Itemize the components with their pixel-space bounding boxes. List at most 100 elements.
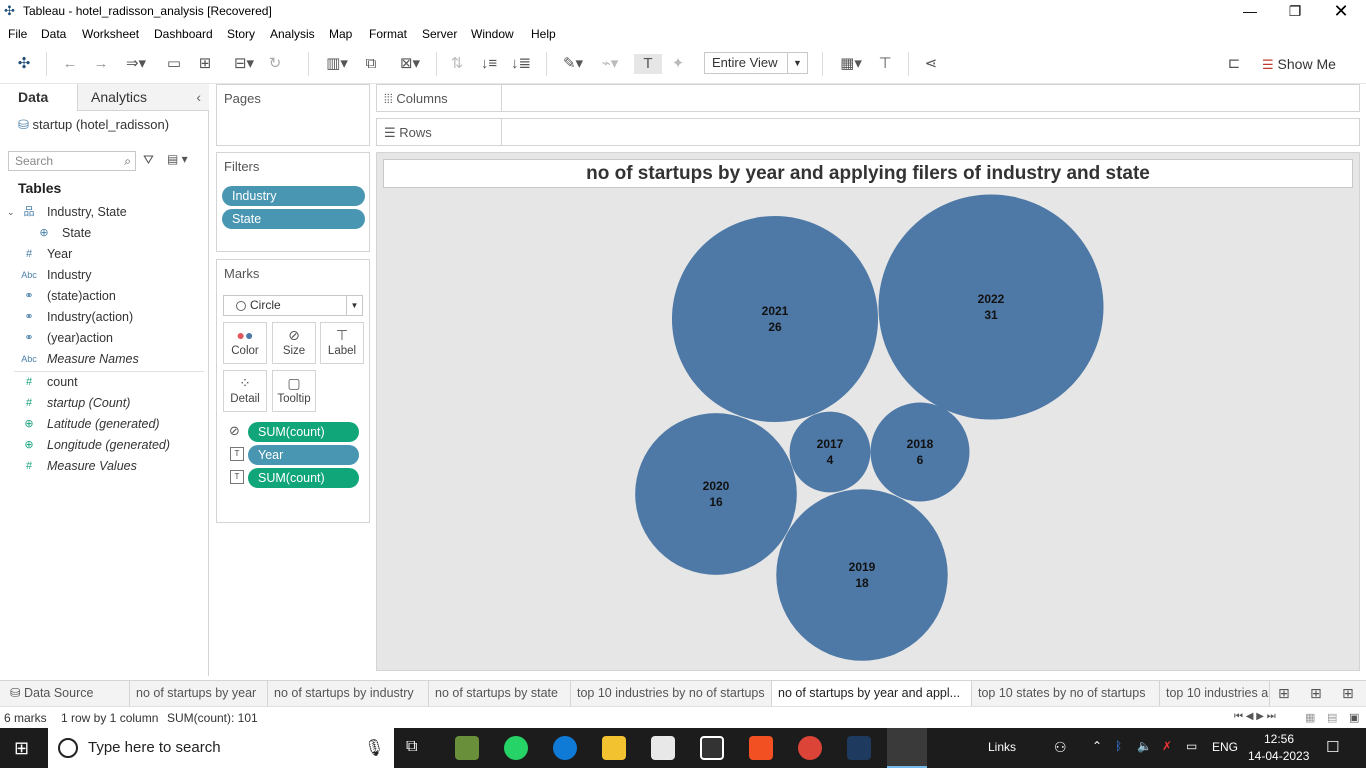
store-icon[interactable] [749, 736, 773, 760]
field-search-input[interactable]: Search ⌕ [8, 151, 136, 171]
marks-pill-sum-count-label[interactable]: SUM(count) [248, 468, 359, 488]
bubble-mark[interactable] [635, 413, 797, 575]
menu-data[interactable]: Data [41, 27, 67, 41]
menu-map[interactable]: Map [329, 27, 353, 41]
field-state-action[interactable]: ⚭ (state)action [0, 286, 205, 306]
clear-sheet-icon[interactable]: ⊠▾ [399, 55, 421, 72]
new-story-tab-icon[interactable]: ⊞ [1342, 685, 1354, 701]
bubble-2020[interactable]: 2020 16 [635, 413, 797, 575]
datasource-item[interactable]: ⛁ startup (hotel_radisson) [18, 117, 169, 133]
battery-icon[interactable]: ▭ [1186, 739, 1198, 753]
show-me-button[interactable]: ☰ Show Me [1262, 56, 1336, 72]
volume-icon[interactable]: 🔈 [1137, 739, 1152, 753]
sheet-tab[interactable]: no of startups by state [429, 681, 571, 706]
redo-icon[interactable]: → [93, 55, 109, 72]
notifications-icon[interactable]: ☐ [1326, 739, 1340, 756]
people-icon[interactable]: ⚇ [1054, 739, 1067, 755]
vpn-app-icon[interactable] [700, 736, 724, 760]
presentation-icon[interactable]: ⊤ [878, 55, 892, 72]
network-icon[interactable]: ✗ [1162, 739, 1173, 753]
tab-analytics[interactable]: Analytics ‹ [77, 84, 209, 111]
tabs-view-icon[interactable]: ▣ [1349, 712, 1360, 724]
menu-help[interactable]: Help [531, 27, 556, 41]
taskbar-search-input[interactable]: Type here to search 🎙 [48, 728, 394, 768]
menu-worksheet[interactable]: Worksheet [82, 27, 140, 41]
pause-updates-icon[interactable]: ⊟▾ [233, 55, 255, 72]
chevron-up-icon[interactable]: ⌃ [1092, 739, 1103, 753]
field-latitude[interactable]: ⊕ Latitude (generated) [0, 414, 205, 434]
close-button[interactable]: ✕ [1333, 1, 1349, 21]
bubble-2019[interactable]: 2019 18 [776, 489, 948, 661]
clock-time[interactable]: 12:56 [1264, 732, 1295, 746]
fit-dropdown[interactable]: Entire View ▼ [704, 52, 808, 74]
rows-shelf[interactable]: ☰ Rows [376, 118, 1360, 146]
undo-icon[interactable]: ← [62, 55, 78, 72]
tooltip-button[interactable]: ▢ Tooltip [272, 370, 316, 412]
language-indicator[interactable]: ENG [1212, 740, 1239, 754]
menu-server[interactable]: Server [422, 27, 458, 41]
detail-button[interactable]: ⁘ Detail [223, 370, 267, 412]
sort-descending-icon[interactable]: ↓≣ [511, 55, 532, 72]
field-longitude[interactable]: ⊕ Longitude (generated) [0, 435, 205, 455]
menu-story[interactable]: Story [227, 27, 256, 41]
collapse-pane-icon[interactable]: ‹ [196, 89, 201, 105]
new-worksheet-icon[interactable]: ▥▾ [326, 55, 348, 72]
edge-icon[interactable] [553, 736, 577, 760]
filter-pill-industry[interactable]: Industry [222, 186, 365, 206]
view-options-icon[interactable]: ▤ ▾ [167, 152, 188, 166]
field-measure-names[interactable]: Abc Measure Names [0, 349, 205, 369]
save-icon[interactable]: ▭ [166, 55, 182, 72]
microphone-icon[interactable]: 🎙 [364, 740, 385, 757]
windows-start-icon[interactable]: ⊞ [14, 738, 30, 758]
bubble-mark[interactable] [870, 402, 970, 502]
bubble-mark[interactable] [789, 411, 871, 493]
bubble-2022[interactable]: 2022 31 [878, 194, 1104, 420]
tab-data[interactable]: Data [0, 84, 77, 111]
sheet-tab[interactable]: top 10 industries by no of startups [571, 681, 772, 706]
share-icon[interactable]: ⋖ [924, 55, 938, 72]
color-button[interactable]: ●● Color [223, 322, 267, 364]
menu-analysis[interactable]: Analysis [270, 27, 315, 41]
clock-date[interactable]: 14-04-2023 [1248, 749, 1310, 763]
field-startup-count[interactable]: # startup (Count) [0, 393, 205, 413]
chrome-icon[interactable] [798, 736, 822, 760]
menu-window[interactable]: Window [471, 27, 514, 41]
swap-icon[interactable]: ⇅ [450, 55, 464, 72]
filters-card[interactable]: Filters Industry State [216, 152, 370, 252]
bluetooth-icon[interactable]: ᛒ [1115, 739, 1123, 753]
task-view-icon[interactable]: ⧉ [406, 738, 418, 755]
replay-icon[interactable]: ⇒▾ [125, 55, 147, 72]
size-button[interactable]: ⊘ Size [272, 322, 316, 364]
refresh-icon[interactable]: ↻ [268, 55, 282, 72]
filter-pill-state[interactable]: State [222, 209, 365, 229]
new-dashboard-tab-icon[interactable]: ⊞ [1310, 685, 1322, 701]
field-industry[interactable]: Abc Industry [0, 265, 205, 285]
sheet-sorter-view-icon[interactable]: ▦ [1305, 712, 1316, 724]
sheet-tab[interactable]: top 10 industries a [1160, 681, 1270, 706]
viz-canvas[interactable]: no of startups by year and applying file… [376, 152, 1360, 671]
duplicate-sheet-icon[interactable]: ⧉ [365, 55, 377, 72]
mark-type-dropdown[interactable]: Circle ▼ [223, 295, 363, 316]
photos-app-icon[interactable] [455, 736, 479, 760]
marks-pill-sum-count-size[interactable]: SUM(count) [248, 422, 359, 442]
highlight-icon[interactable]: ✎▾ [562, 55, 584, 72]
sheet-tab[interactable]: no of startups by year [130, 681, 268, 706]
new-datasource-icon[interactable]: ⊞ [198, 55, 212, 72]
pin-signpost-icon[interactable]: ⊏ [1227, 55, 1241, 72]
show-labels-icon[interactable]: T [634, 54, 662, 74]
field-industry-state[interactable]: ⌄ 品 Industry, State [0, 202, 205, 222]
whatsapp-icon[interactable] [504, 736, 528, 760]
tableau-reader-icon[interactable] [847, 736, 871, 760]
pages-card[interactable]: Pages [216, 84, 370, 146]
group-icon[interactable]: ⌁▾ [601, 55, 619, 72]
expand-icon[interactable]: ⌄ [7, 207, 15, 217]
mail-icon[interactable] [651, 736, 675, 760]
field-state[interactable]: ⊕ State [0, 223, 205, 243]
bubble-2018[interactable]: 2018 6 [870, 402, 970, 502]
bubble-mark[interactable] [878, 194, 1104, 420]
sheet-tab-active[interactable]: no of startups by year and appl... [772, 681, 972, 706]
file-explorer-icon[interactable] [602, 736, 626, 760]
label-button[interactable]: ⊤ Label [320, 322, 364, 364]
field-industry-action[interactable]: ⚭ Industry(action) [0, 307, 205, 327]
sheet-tab[interactable]: no of startups by industry [268, 681, 429, 706]
